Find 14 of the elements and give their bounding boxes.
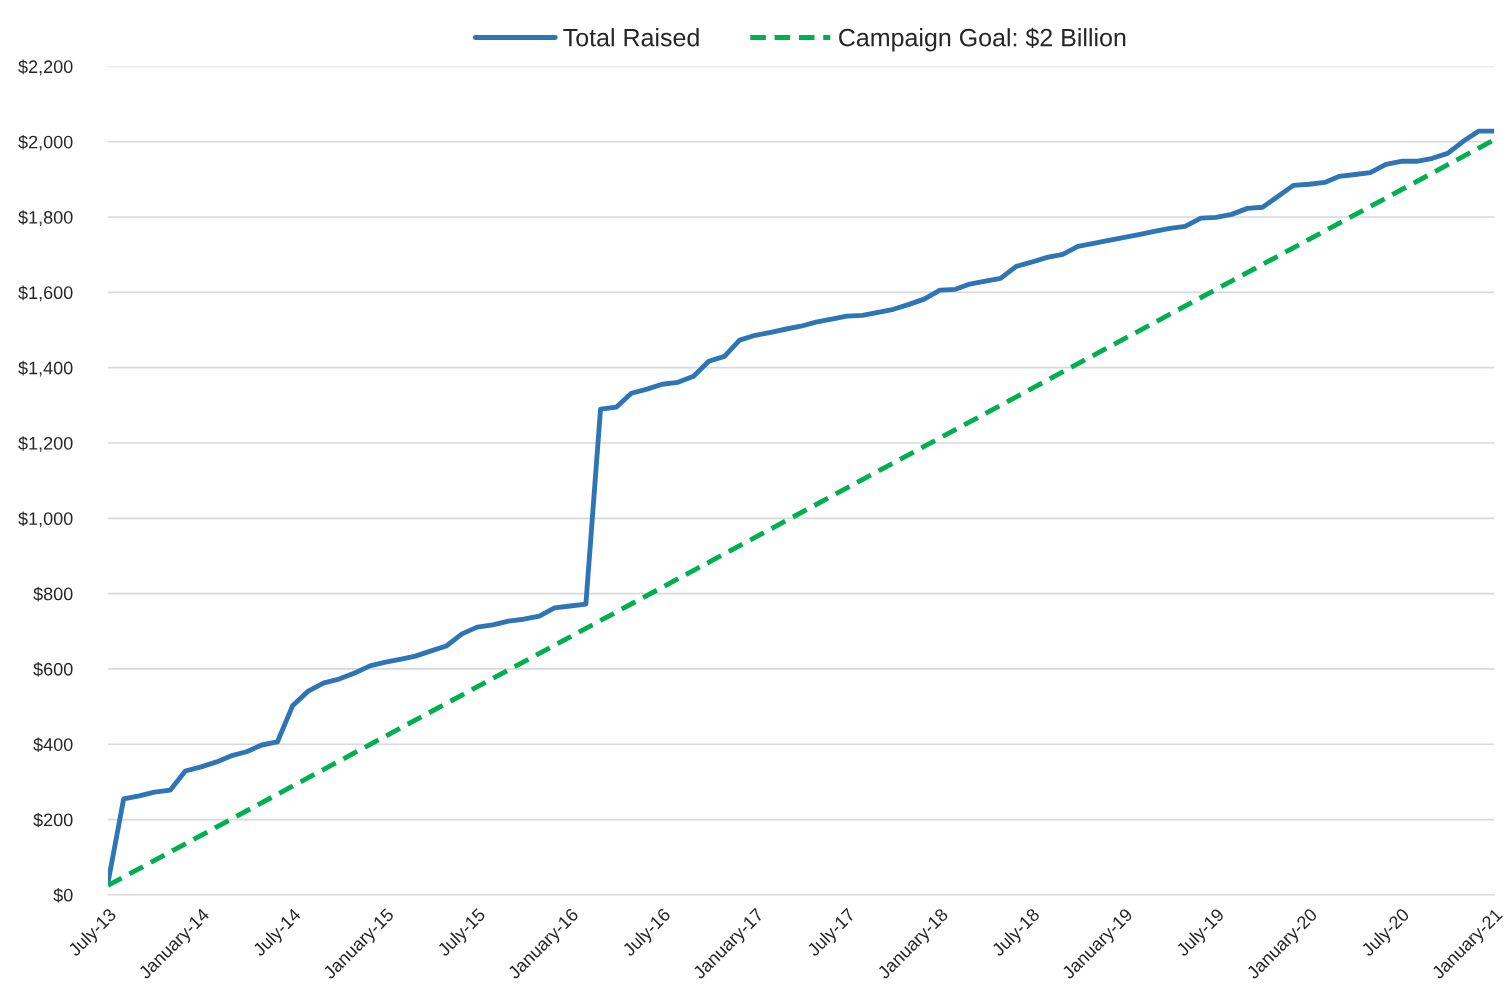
y-tick-label: $1,000 [18,511,73,528]
y-tick-label: $1,200 [18,436,73,452]
y-tick-label: $2,000 [18,134,73,151]
y-tick-label: $800 [33,586,73,602]
y-tick-label: $1,400 [18,360,73,377]
y-tick-label: $0 [53,888,73,903]
legend-label: Total Raised [563,28,699,47]
y-tick-label: $2,200 [18,59,73,76]
y-tick-label: $200 [33,812,73,828]
y-tick-label: $1,800 [18,210,73,226]
legend-label: Campaign Goal: $2 Billion [839,27,1126,52]
y-tick-label: $600 [33,662,73,677]
y-tick-label: $1,600 [18,285,73,302]
y-tick-label: $400 [33,737,73,753]
